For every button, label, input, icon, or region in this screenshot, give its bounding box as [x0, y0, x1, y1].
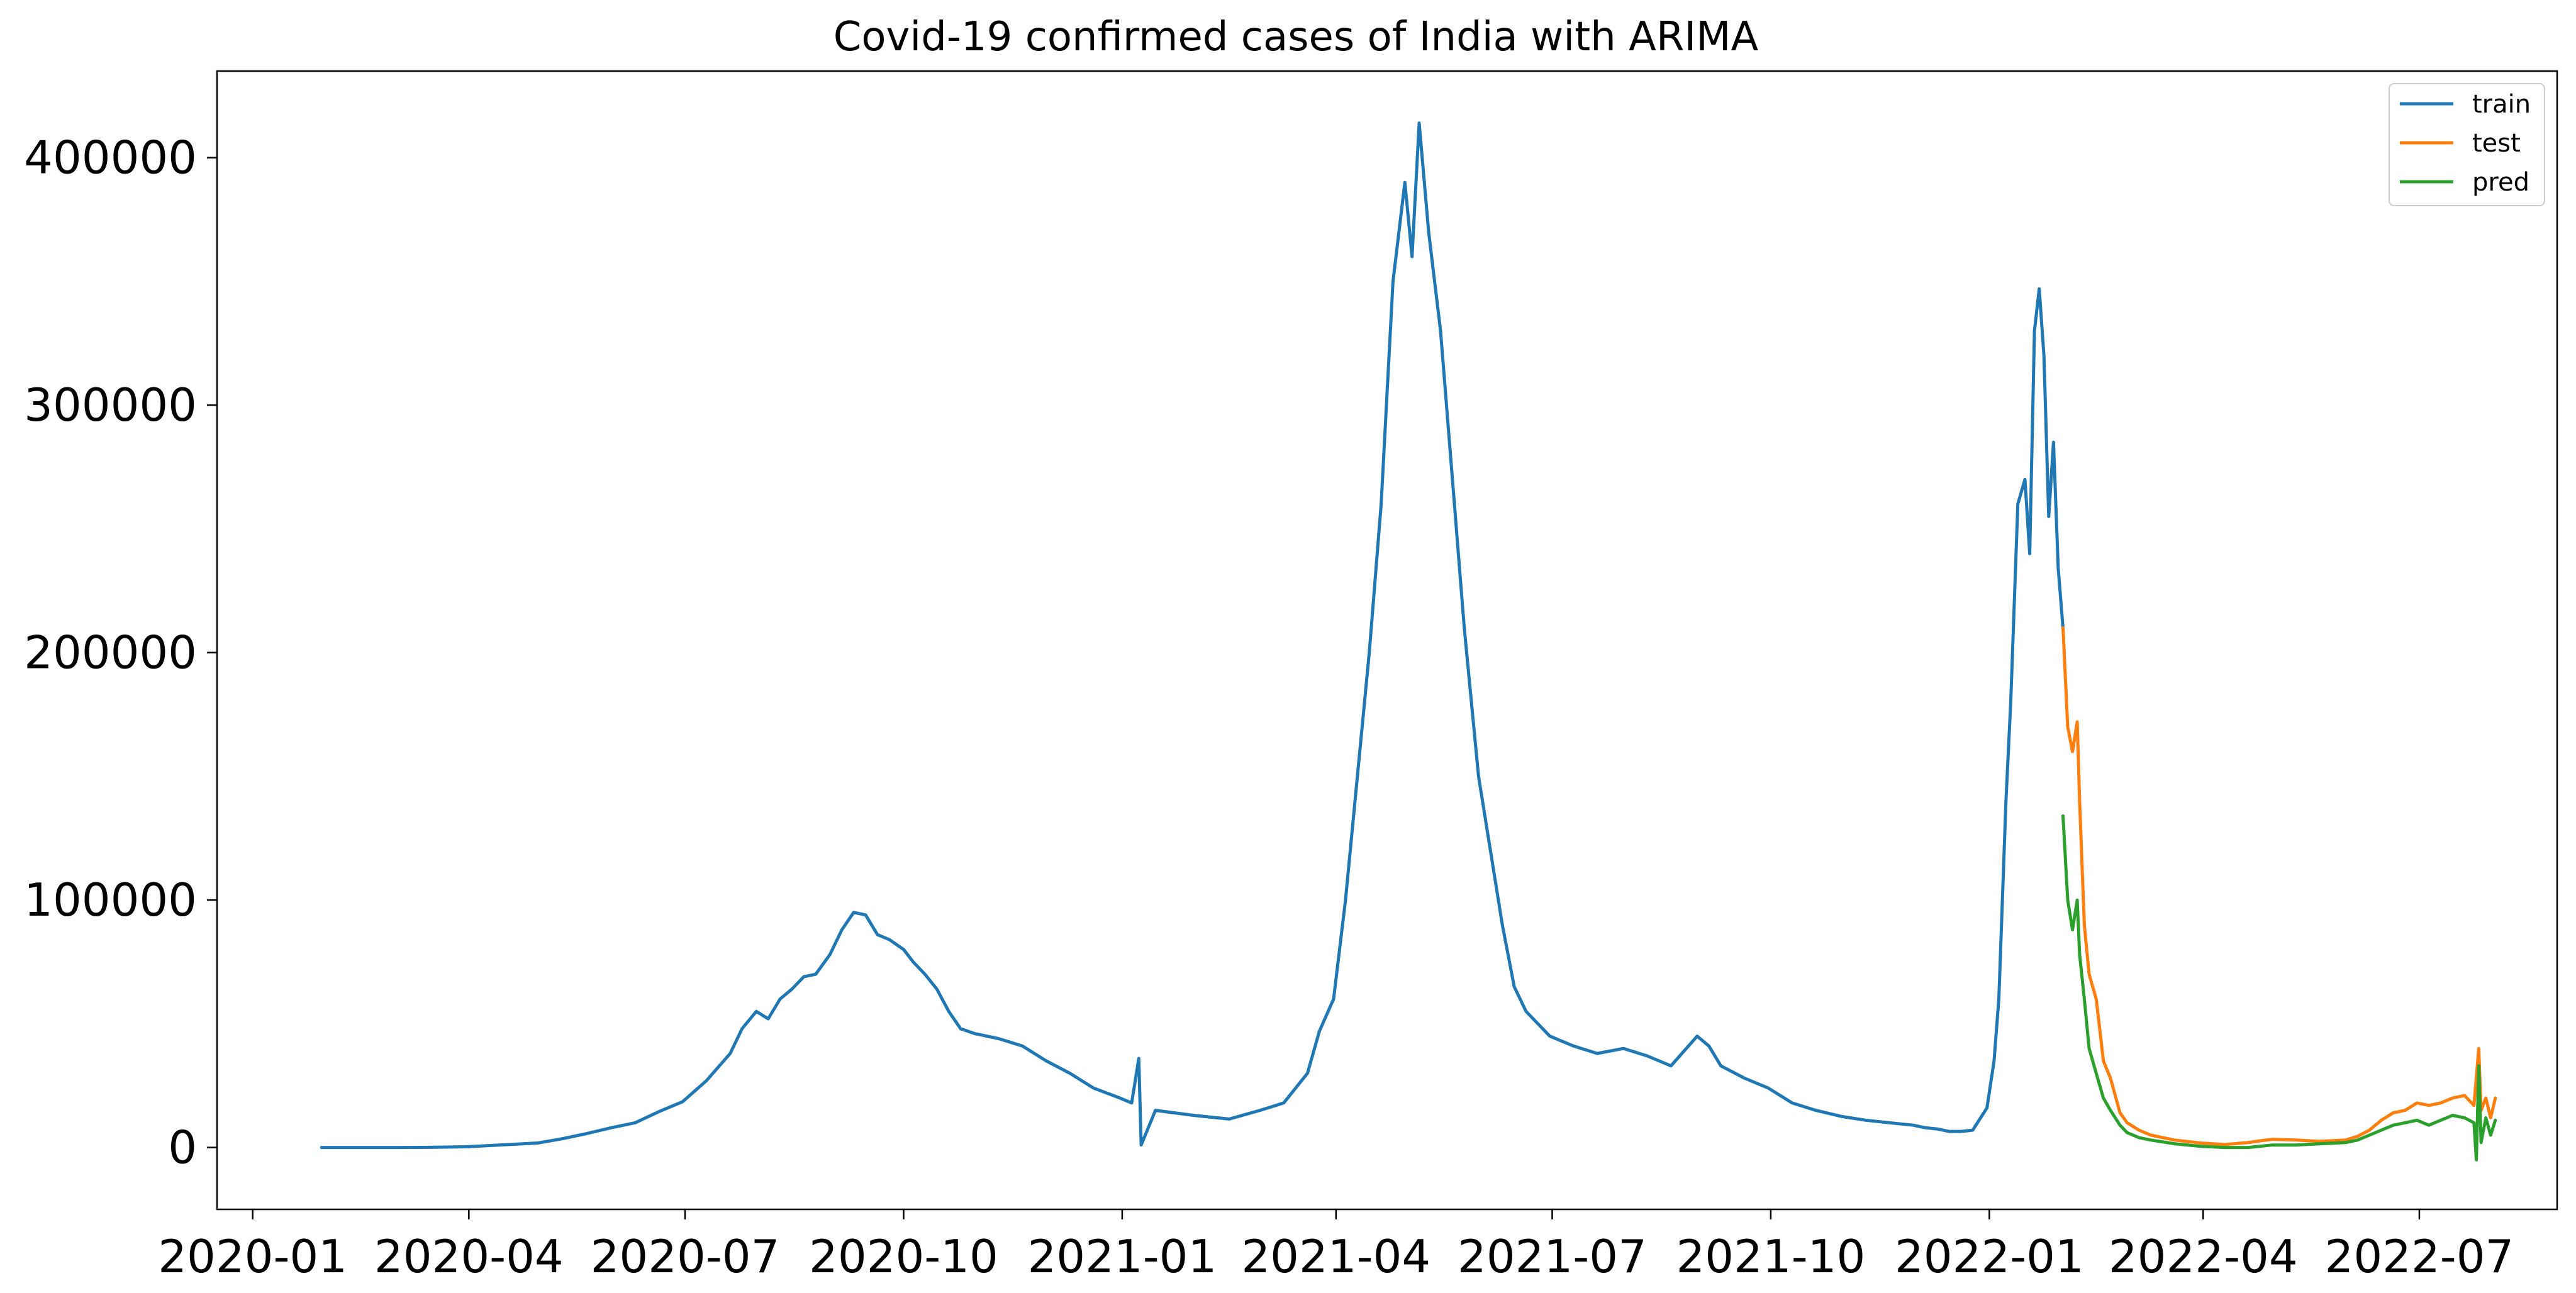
x-tick-label: 2021-07: [1458, 1230, 1647, 1283]
x-tick-label: 2021-10: [1676, 1230, 1866, 1283]
legend: train test pred: [2389, 83, 2545, 206]
legend-label-pred: pred: [2472, 168, 2529, 197]
x-tick-label: 2022-01: [1895, 1230, 2084, 1283]
x-tick-label: 2021-01: [1027, 1230, 1217, 1283]
chart-title: Covid-19 confirmed cases of India with A…: [834, 14, 1759, 60]
x-tick-label: 2022-04: [2109, 1230, 2298, 1283]
x-tick-label: 2020-04: [374, 1230, 564, 1283]
y-tick-label: 100000: [24, 874, 197, 926]
y-tick-label: 0: [168, 1121, 197, 1174]
y-tick-label: 200000: [24, 626, 197, 679]
x-axis: 2020-01 2020-04 2020-07 2020-10 2021-01 2021-…: [158, 1209, 2514, 1283]
y-axis: 0 100000 200000 300000 400000: [24, 131, 217, 1174]
x-tick-label: 2020-01: [158, 1230, 347, 1283]
legend-box: [2389, 83, 2545, 206]
series-line-test: [2061, 626, 2497, 1146]
x-tick-label: 2020-07: [591, 1230, 780, 1283]
series-line-pred: [2061, 814, 2497, 1162]
x-tick-label: 2020-10: [809, 1230, 998, 1283]
y-tick-label: 300000: [24, 379, 197, 431]
plot-frame: [216, 70, 2558, 1211]
legend-label-test: test: [2472, 129, 2521, 158]
x-tick-label: 2022-07: [2325, 1230, 2514, 1283]
y-tick-label: 400000: [24, 131, 197, 184]
legend-label-train: train: [2472, 90, 2531, 119]
series-line-train: [320, 121, 2065, 1150]
series-layer: [320, 121, 2497, 1162]
x-tick-label: 2021-04: [1241, 1230, 1430, 1283]
